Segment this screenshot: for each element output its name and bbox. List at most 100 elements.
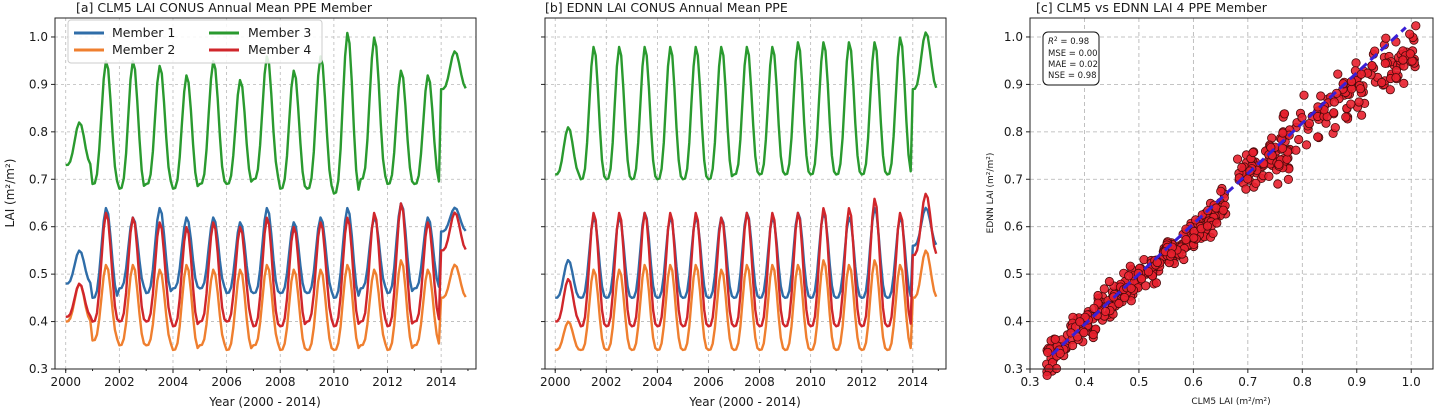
scatter-point	[1385, 85, 1395, 95]
panel-c-xlabel: CLM5 LAI (m²/m²)	[1191, 397, 1270, 407]
panel-b: [b] EDNN LAI CONUS Annual Mean PPE 2000 2…	[540, 0, 947, 409]
scatter-point	[1313, 132, 1323, 142]
scatter-point	[1152, 257, 1162, 268]
panel-a-ytick-label: 0.7	[29, 172, 48, 186]
panel-a-xtick-label: 2010	[319, 375, 350, 389]
panel-c-ytick-label: 0.6	[1004, 220, 1023, 234]
scatter-point	[1218, 205, 1228, 215]
scatter-point	[1104, 276, 1115, 287]
panel-c-ytick-label: 0.8	[1004, 125, 1023, 139]
scatter-point	[1212, 218, 1222, 228]
scatter-point	[1151, 278, 1162, 288]
legend-label-member-1: Member 1	[112, 25, 175, 40]
scatter-point	[1237, 162, 1247, 172]
panel-a-ytick-label: 0.6	[29, 220, 48, 234]
panel-c-ytick-label: 0.4	[1004, 315, 1023, 329]
scatter-point	[1341, 112, 1351, 122]
legend: Member 1 Member 3 Member 2 Member 4	[67, 19, 323, 64]
scatter-point	[1277, 143, 1288, 153]
scatter-point	[1126, 283, 1136, 293]
scatter-point	[1405, 49, 1415, 59]
stats-nse: NSE = 0.98	[1048, 71, 1097, 81]
panel-b-title: [b] EDNN LAI CONUS Annual Mean PPE	[545, 0, 788, 15]
panel-a-xlabel: Year (2000 - 2014)	[208, 395, 321, 409]
scatter-point	[1075, 317, 1085, 327]
panel-a-ytick-label: 0.9	[29, 77, 48, 91]
scatter-point	[1381, 33, 1391, 43]
scatter-point	[1354, 97, 1364, 107]
panel-c-ytick-label: 1.0	[1004, 30, 1023, 44]
legend-label-member-2: Member 2	[112, 42, 175, 57]
scatter-point	[1294, 134, 1304, 145]
scatter-point	[1088, 329, 1098, 340]
scatter-point	[1141, 281, 1151, 291]
scatter-point	[1274, 159, 1284, 169]
scatter-point	[1367, 61, 1377, 71]
panel-c-xtick-label: 1.0	[1402, 375, 1421, 389]
panel-a-xtick-label: 2004	[158, 375, 189, 389]
panel-c-ylabel: EDNN LAI (m²/m²)	[986, 153, 996, 234]
panel-b-xtick-label: 2010	[795, 375, 826, 389]
scatter-point	[1079, 327, 1089, 338]
panel-a: [a] CLM5 LAI CONUS Annual Mean PPE Membe…	[3, 0, 477, 409]
scatter-point	[1068, 340, 1078, 351]
panel-a-frame	[54, 17, 477, 370]
panel-c-ytick-label: 0.7	[1004, 172, 1023, 186]
panel-b-xtick-label: 2000	[540, 375, 571, 389]
panel-c-xtick-label: 0.4	[1075, 375, 1094, 389]
panel-a-xtick-label: 2012	[372, 375, 403, 389]
panel-c-ytick-label: 0.5	[1004, 267, 1023, 281]
panel-c-xtick-label: 0.3	[1020, 375, 1039, 389]
scatter-point	[1355, 84, 1366, 94]
scatter-point	[1143, 267, 1154, 277]
scatter-point	[1114, 298, 1124, 309]
panel-c-ticks: 0.30.3 0.4 0.4 0.5 0.5 0.6 0.6 0.7 0.7 0.8 0.8 0.9 0…	[1004, 30, 1421, 389]
panel-a-series	[65, 31, 467, 352]
scatter-point	[1181, 235, 1191, 245]
panel-a-xtick-label: 2006	[211, 375, 242, 389]
panel-b-xtick-label: 2004	[642, 375, 673, 389]
panel-b-ticks: 2000 2002 2004 2006 2008 2010 2012 2014	[540, 36, 939, 389]
scatter-point	[1329, 97, 1339, 107]
panel-a-series-member-4	[65, 202, 467, 328]
scatter-point	[1283, 174, 1294, 184]
scatter-point	[1055, 348, 1065, 358]
panel-b-frame	[544, 17, 947, 370]
panel-a-ytick-label: 1.0	[29, 30, 48, 44]
scatter-point	[1099, 284, 1109, 294]
panel-c-title: [c] CLM5 vs EDNN LAI 4 PPE Member	[1036, 0, 1268, 15]
scatter-point	[1333, 69, 1343, 79]
scatter-point	[1357, 110, 1367, 120]
panel-b-series-member-3	[555, 31, 938, 181]
legend-label-member-4: Member 4	[248, 42, 311, 57]
legend-label-member-3: Member 3	[248, 25, 311, 40]
panel-a-xtick-label: 2014	[426, 375, 457, 389]
fit-line	[1050, 26, 1407, 356]
panel-b-xtick-label: 2008	[744, 375, 775, 389]
scatter-point	[1233, 154, 1243, 164]
panel-a-ticks: 0.3 0.4 0.5 0.6 0.7 0.8 0.9 1.0 2000 2002 2004 2006…	[29, 30, 469, 389]
scatter-point	[1124, 271, 1134, 281]
panel-a-xtick-label: 2008	[265, 375, 296, 389]
panel-c-fit-line	[1050, 26, 1407, 356]
scatter-point	[1273, 179, 1283, 189]
panel-a-xtick-label: 2002	[104, 375, 135, 389]
scatter-point	[1411, 21, 1421, 31]
legend-frame	[67, 19, 323, 64]
scatter-point	[1125, 261, 1135, 271]
scatter-point	[1093, 290, 1103, 301]
scatter-point	[1264, 171, 1274, 181]
scatter-point	[1405, 29, 1415, 39]
panel-a-ytick-label: 0.4	[29, 315, 48, 329]
scatter-point	[1043, 347, 1053, 357]
panel-b-series-member-4	[555, 192, 938, 328]
panel-a-ylabel: LAI (m²/m²)	[3, 159, 17, 228]
scatter-point	[1251, 178, 1261, 188]
panel-c-xtick-label: 0.5	[1129, 375, 1148, 389]
scatter-point	[1050, 334, 1060, 344]
panel-b-series-member-2	[555, 249, 938, 352]
scatter-point	[1398, 55, 1408, 65]
scatter-point	[1316, 91, 1326, 101]
scatter-point	[1202, 221, 1213, 231]
